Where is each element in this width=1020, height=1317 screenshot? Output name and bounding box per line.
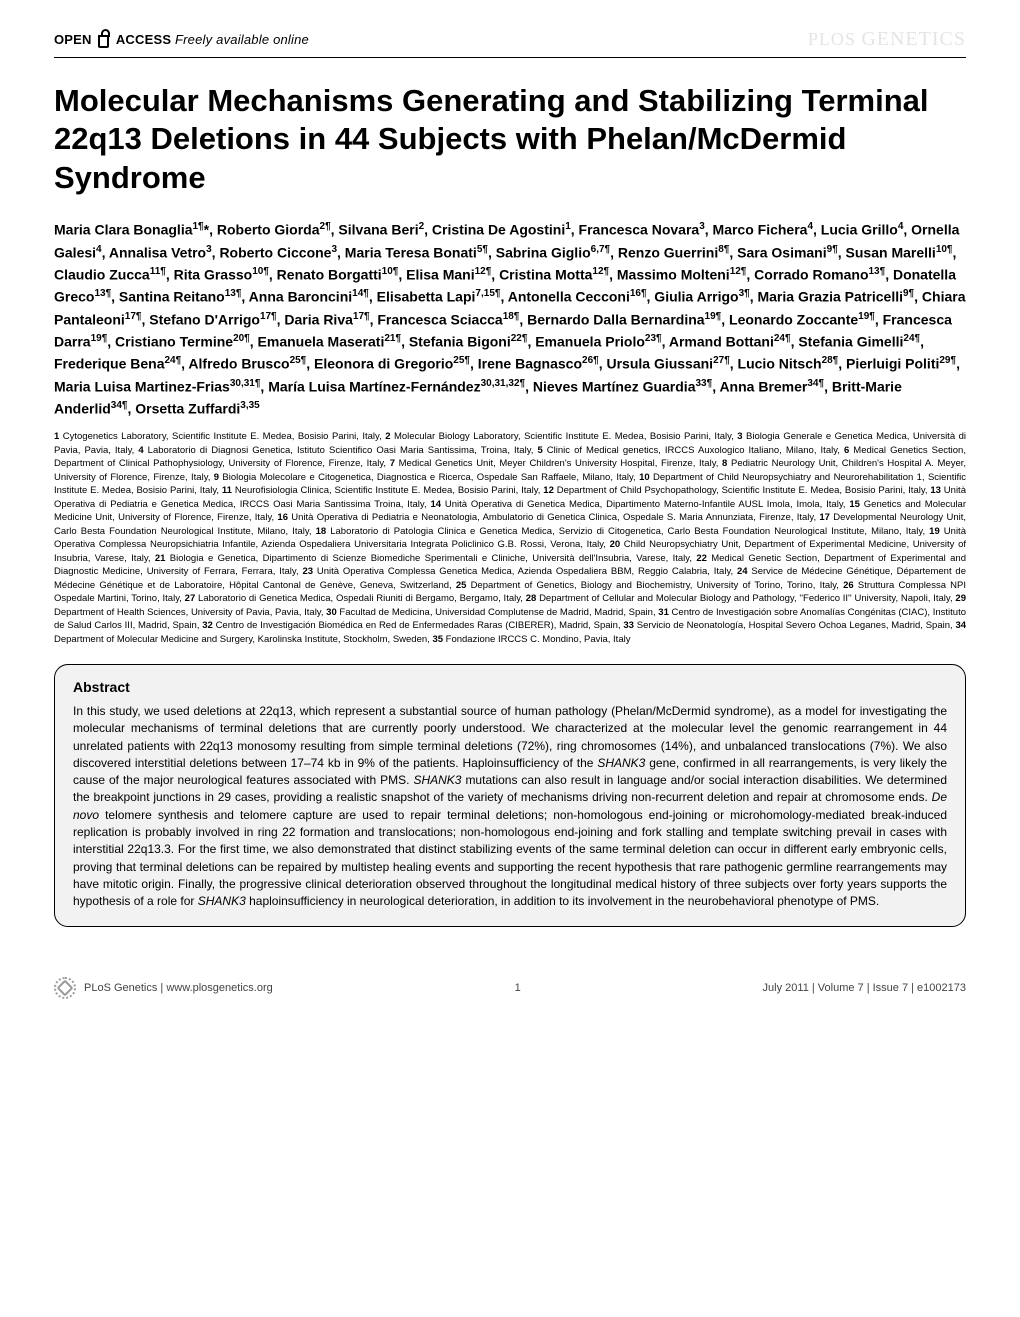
- plos-logo-icon: [54, 977, 76, 999]
- footer-page-number: 1: [515, 982, 521, 994]
- abstract-heading: Abstract: [73, 679, 947, 695]
- open-label-1: OPEN: [54, 32, 92, 47]
- page-container: OPEN ACCESS Freely available online PLOS…: [0, 0, 1020, 1029]
- authors-block: Maria Clara Bonaglia1¶*, Roberto Giorda2…: [54, 219, 966, 420]
- footer-left: PLoS Genetics | www.plosgenetics.org: [54, 977, 273, 999]
- footer-right-text: July 2011 | Volume 7 | Issue 7 | e100217…: [763, 982, 966, 994]
- abstract-box: Abstract In this study, we used deletion…: [54, 664, 966, 927]
- affiliations-block: 1 Cytogenetics Laboratory, Scientific In…: [54, 430, 966, 646]
- abstract-text: In this study, we used deletions at 22q1…: [73, 703, 947, 910]
- open-label-3: Freely available online: [175, 32, 309, 47]
- footer-row: PLoS Genetics | www.plosgenetics.org 1 J…: [54, 977, 966, 999]
- journal-label: PLOS: [808, 29, 856, 49]
- open-access-badge: OPEN ACCESS Freely available online: [54, 32, 309, 47]
- lock-icon: [98, 35, 109, 48]
- article-title: Molecular Mechanisms Generating and Stab…: [54, 82, 966, 197]
- open-label-2: ACCESS: [116, 32, 171, 47]
- header-row: OPEN ACCESS Freely available online PLOS…: [54, 28, 966, 51]
- footer-left-text: PLoS Genetics | www.plosgenetics.org: [84, 982, 273, 994]
- header-rule: [54, 57, 966, 58]
- journal-name: PLOS GENETICS: [808, 28, 966, 51]
- journal-label2: GENETICS: [861, 28, 966, 50]
